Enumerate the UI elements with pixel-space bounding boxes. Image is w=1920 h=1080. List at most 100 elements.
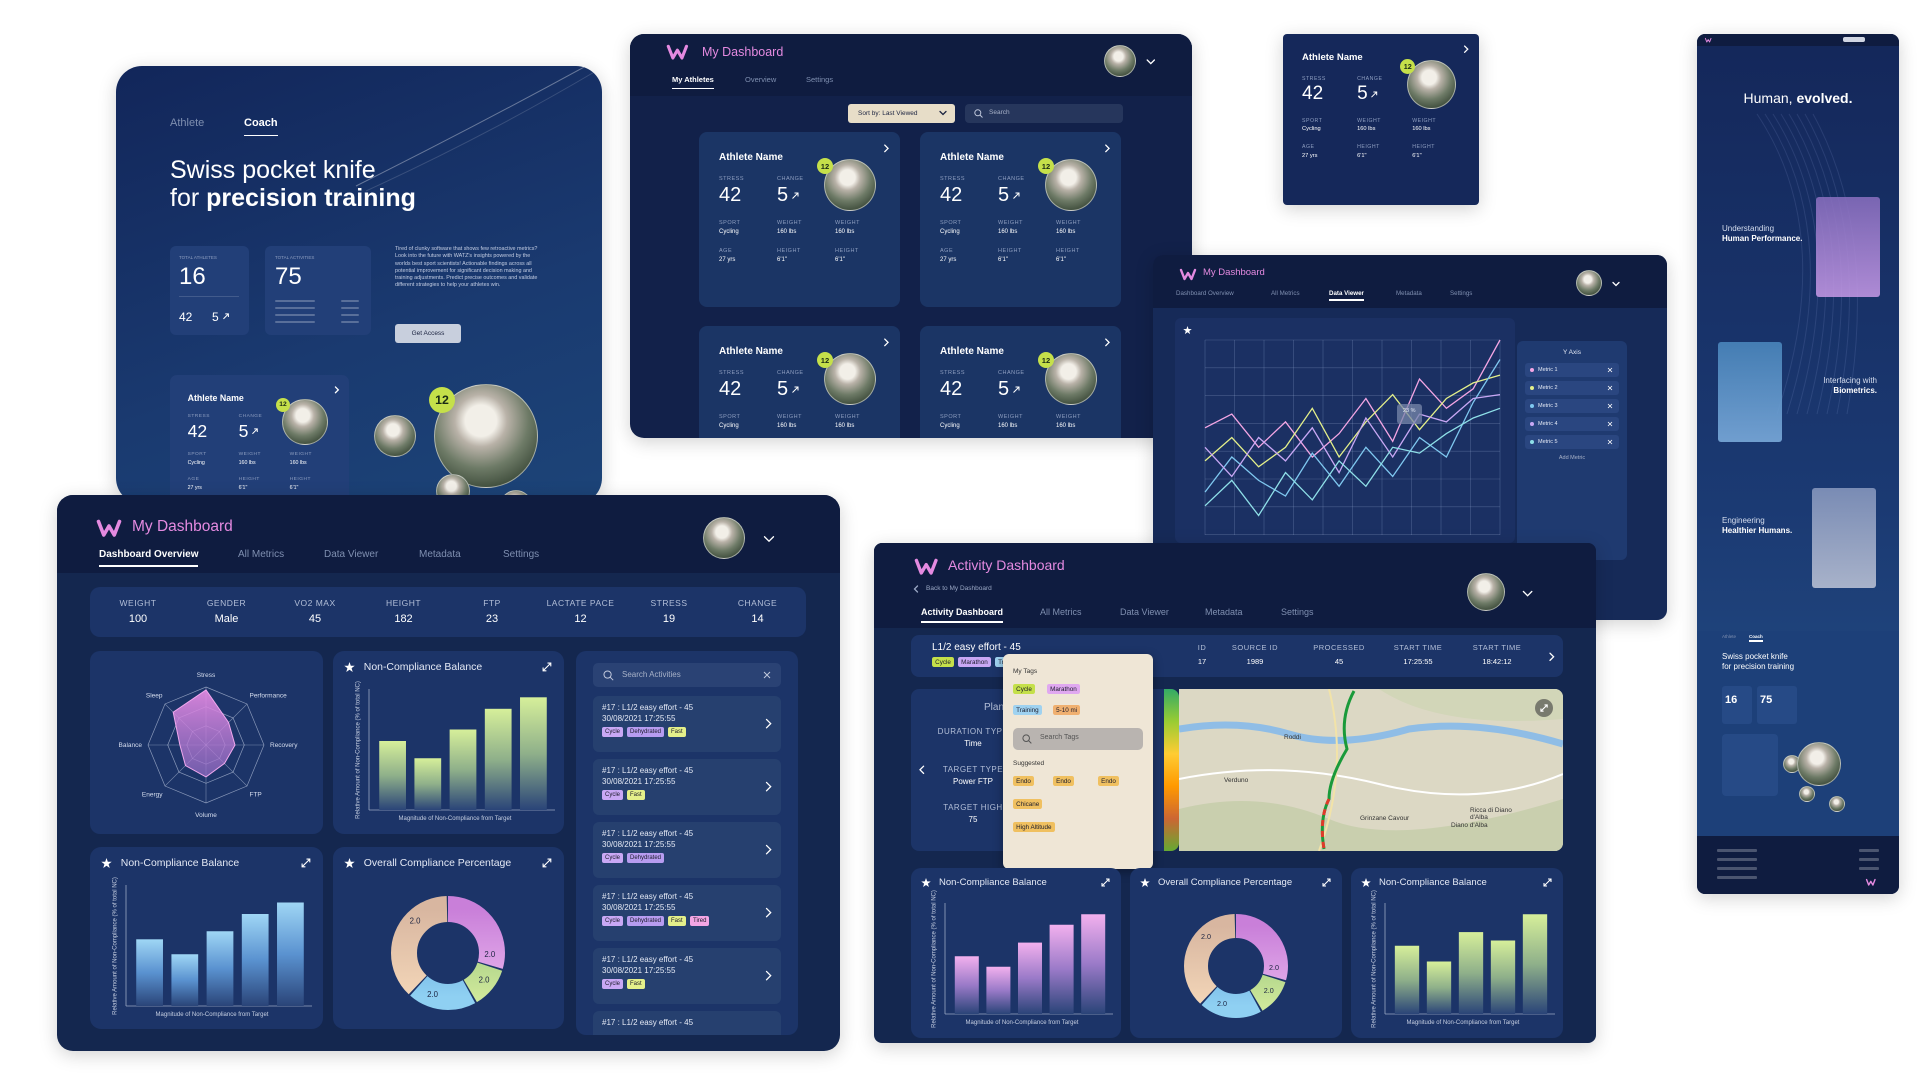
bar	[277, 902, 304, 1006]
search-box[interactable]: Search	[965, 104, 1123, 123]
chevron[interactable]	[1146, 57, 1156, 67]
tab-underline	[921, 621, 1004, 623]
chevron[interactable]	[882, 338, 891, 347]
chevron[interactable]	[1103, 338, 1112, 347]
chevron-icon	[765, 781, 772, 792]
activity-title: #17 : L1/2 easy effort - 45	[602, 703, 694, 712]
chevron[interactable]	[917, 765, 927, 775]
tab[interactable]: Settings	[1281, 607, 1314, 617]
donut-label: 2.0	[410, 916, 422, 925]
tab[interactable]: Dashboard Overview	[99, 549, 199, 567]
tab[interactable]: All Metrics	[1040, 607, 1082, 617]
tab[interactable]: Overview	[745, 75, 777, 84]
badge: 12	[817, 158, 833, 174]
bar	[484, 708, 512, 810]
bar	[1081, 914, 1106, 1014]
stat-box: TOTAL ACTIVITIES 75	[265, 246, 371, 335]
handle	[979, 114, 983, 118]
footer-line	[1859, 858, 1879, 861]
tab[interactable]: Data Viewer	[1329, 290, 1364, 301]
remove-icon[interactable]	[1607, 439, 1613, 445]
tab[interactable]: Activity Dashboard	[921, 607, 1004, 623]
chevron[interactable]	[1547, 652, 1557, 662]
tab[interactable]: Settings	[503, 549, 540, 560]
stat-value: 42	[719, 184, 742, 206]
activity-tag: Cycle	[602, 853, 624, 863]
tab[interactable]: Athlete	[1722, 634, 1737, 639]
chevron[interactable]	[1612, 280, 1620, 288]
chevron[interactable]	[763, 970, 774, 981]
field-value: 1989	[1246, 657, 1264, 666]
field-label: START TIME	[1472, 643, 1522, 652]
tab[interactable]: Metadata	[1205, 607, 1243, 617]
tab[interactable]: Data Viewer	[324, 549, 379, 560]
chevron[interactable]	[1103, 144, 1112, 153]
chevron[interactable]	[763, 907, 774, 918]
star-icon[interactable]	[921, 878, 931, 888]
chevron[interactable]	[939, 109, 947, 117]
star-icon[interactable]	[101, 858, 112, 869]
chevron[interactable]	[882, 144, 891, 153]
star-icon[interactable]	[1140, 878, 1150, 888]
tab[interactable]: Coach	[244, 117, 278, 137]
remove-icon[interactable]	[1607, 367, 1613, 373]
cta-button[interactable]: Get Access	[395, 324, 461, 343]
add-metric[interactable]: Add Metric	[1558, 455, 1586, 461]
star-icon[interactable]	[344, 858, 355, 869]
activity-item[interactable]: #17 : L1/2 easy effort - 45 30/08/2021 17…	[593, 948, 781, 1004]
metric-value: 14	[751, 613, 764, 625]
activity-item[interactable]: #17 : L1/2 easy effort - 45 30/08/2021 17…	[593, 822, 781, 878]
remove-icon[interactable]	[1607, 385, 1613, 391]
remove-icon[interactable]	[1607, 421, 1613, 427]
map-expand[interactable]	[1535, 699, 1553, 717]
activity-title: #17 : L1/2 easy effort - 45	[602, 892, 694, 901]
tab[interactable]: Athlete	[170, 117, 205, 129]
expand-icon[interactable]	[542, 858, 552, 868]
sort-button[interactable]: Sort by: Last Viewed	[848, 104, 955, 123]
tab[interactable]: All Metrics	[238, 549, 285, 560]
search-box[interactable]: Search Activities	[593, 663, 781, 687]
detail-label: SPORT	[187, 452, 207, 458]
tab[interactable]: Metadata	[1396, 290, 1422, 297]
tab[interactable]: Settings	[806, 75, 834, 84]
expand-icon[interactable]	[1540, 704, 1548, 712]
expand-icon[interactable]	[542, 662, 552, 672]
detail-value: 160 lbs	[1056, 423, 1076, 429]
remove-icon[interactable]	[1607, 403, 1613, 409]
tag-chip: Marathon	[1047, 684, 1080, 695]
expand-icon[interactable]	[1543, 878, 1552, 887]
activity-item[interactable]: #17 : L1/2 easy effort - 45 30/08/2021 17…	[593, 885, 781, 941]
chevron[interactable]	[1462, 45, 1470, 54]
expand-icon[interactable]	[1101, 878, 1110, 887]
star-icon[interactable]	[1183, 326, 1192, 335]
activity-item[interactable]: #17 : L1/2 easy effort - 45 30/08/2021 17…	[593, 696, 781, 752]
tab[interactable]: Data Viewer	[1120, 607, 1169, 617]
tab[interactable]: Settings	[1450, 290, 1473, 297]
detail-label: WEIGHT	[777, 220, 802, 226]
chevron[interactable]	[763, 718, 774, 729]
hero-title: Human, evolved.	[1744, 90, 1853, 106]
chevron[interactable]	[1522, 588, 1533, 599]
chevron[interactable]	[912, 585, 920, 593]
activity-tag: Cycle	[602, 916, 624, 926]
donut-segment	[391, 896, 505, 1010]
tab[interactable]: Coach	[1749, 634, 1763, 642]
tag-search[interactable]: Search Tags	[1013, 728, 1143, 750]
tab[interactable]: All Metrics	[1271, 290, 1300, 297]
expand-icon[interactable]	[301, 858, 311, 868]
expand-icon[interactable]	[1322, 878, 1331, 887]
star-icon[interactable]	[1361, 878, 1371, 888]
back-link[interactable]: Back to My Dashboard	[926, 585, 992, 592]
chevron[interactable]	[763, 844, 774, 855]
tab[interactable]: Metadata	[419, 549, 461, 560]
tab[interactable]: My Athletes	[672, 75, 714, 90]
chevron[interactable]	[333, 385, 341, 394]
star	[344, 858, 355, 868]
tab[interactable]: Dashboard Overview	[1176, 290, 1234, 297]
activity-item[interactable]: #17 : L1/2 easy effort - 45 30/08/2021 17…	[593, 759, 781, 815]
chevron[interactable]	[763, 781, 774, 792]
chevron[interactable]	[763, 533, 775, 545]
activity-item[interactable]: #17 : L1/2 easy effort - 45	[593, 1011, 781, 1035]
detail-value: 6'1"	[1056, 257, 1066, 263]
star-icon[interactable]	[344, 662, 355, 673]
